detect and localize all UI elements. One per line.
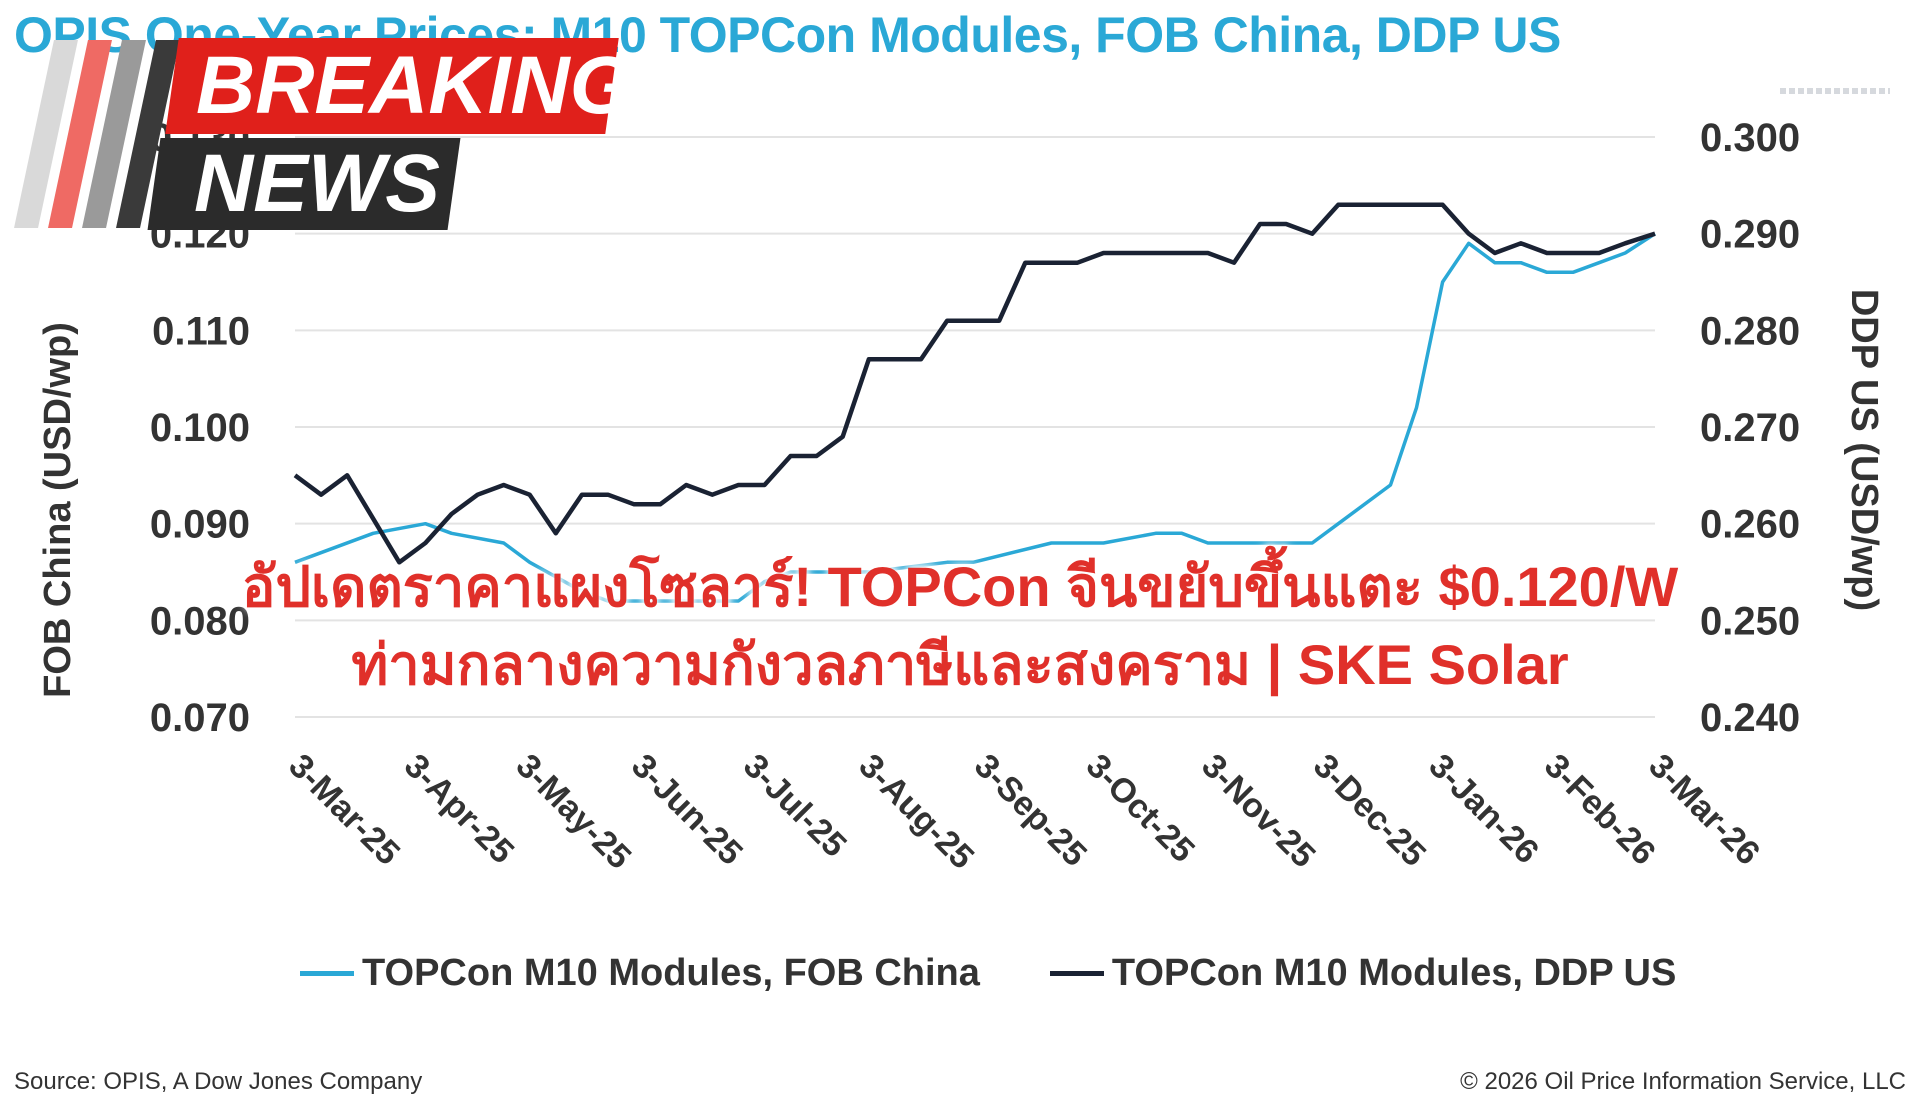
breaking-label: BREAKING bbox=[196, 40, 634, 131]
right-y-axis: 0.240 0.250 0.260 0.270 0.280 0.290 0.300 bbox=[1700, 116, 1800, 740]
right-tick-label: 0.270 bbox=[1700, 406, 1800, 450]
x-tick-label: 3-Apr-25 bbox=[397, 747, 521, 871]
left-axis-title: FOB China (USD/wp) bbox=[37, 322, 79, 698]
series-line-ddp-us bbox=[293, 202, 1656, 565]
x-tick-label: 3-Mar-26 bbox=[1641, 747, 1767, 873]
source-note: Source: OPIS, A Dow Jones Company bbox=[14, 1068, 423, 1095]
x-tick-label: 3-Sep-25 bbox=[967, 747, 1094, 874]
x-tick-label: 3-Aug-25 bbox=[851, 747, 981, 877]
right-tick-label: 0.250 bbox=[1700, 599, 1800, 643]
copyright-note: © 2026 Oil Price Information Service, LL… bbox=[1460, 1068, 1906, 1095]
x-tick-label: 3-Feb-26 bbox=[1537, 747, 1663, 873]
legend: TOPCon M10 Modules, FOB China TOPCon M10… bbox=[300, 952, 1676, 995]
left-tick-label: 0.100 bbox=[150, 406, 250, 450]
x-tick-label: 3-Jan-26 bbox=[1422, 747, 1546, 871]
legend-label-fob-china: TOPCon M10 Modules, FOB China bbox=[362, 952, 980, 994]
legend-item-ddp-us: TOPCon M10 Modules, DDP US bbox=[1049, 952, 1677, 995]
left-tick-label: 0.110 bbox=[152, 309, 250, 353]
news-label: NEWS bbox=[194, 138, 440, 229]
right-tick-label: 0.300 bbox=[1700, 116, 1800, 160]
left-tick-label: 0.090 bbox=[150, 503, 250, 547]
x-tick-label: 3-Mar-25 bbox=[281, 747, 407, 873]
right-tick-label: 0.260 bbox=[1700, 503, 1800, 547]
x-tick-label: 3-Nov-25 bbox=[1194, 747, 1322, 875]
right-tick-label: 0.240 bbox=[1700, 696, 1800, 740]
gridlines bbox=[295, 136, 1655, 718]
right-tick-label: 0.280 bbox=[1700, 309, 1800, 353]
x-tick-label: 3-Jun-25 bbox=[624, 747, 750, 873]
left-tick-label: 0.080 bbox=[150, 599, 250, 643]
x-tick-label: 3-Jul-25 bbox=[736, 747, 854, 865]
headline-line-2: ท่ามกลางความกังวลภาษีและสงคราม | SKE Sol… bbox=[351, 633, 1569, 696]
right-tick-label: 0.290 bbox=[1700, 213, 1800, 257]
left-tick-label: 0.070 bbox=[150, 696, 250, 740]
opis-logo-mark bbox=[1780, 88, 1890, 94]
legend-swatch-fob-china bbox=[300, 971, 354, 976]
legend-item-fob-china: TOPCon M10 Modules, FOB China bbox=[300, 952, 980, 995]
series-lines bbox=[293, 202, 1656, 603]
legend-swatch-ddp-us bbox=[1049, 971, 1104, 976]
x-tick-label: 3-Dec-25 bbox=[1306, 747, 1433, 874]
headline-overlay: อัปเดตราคาแผงโซลาร์! TOPCon จีนขยับขึ้นแ… bbox=[0, 548, 1920, 704]
headline-line-1: อัปเดตราคาแผงโซลาร์! TOPCon จีนขยับขึ้นแ… bbox=[241, 555, 1679, 618]
series-line-fob-china bbox=[294, 232, 1656, 603]
x-axis: 3-Mar-253-Apr-253-May-253-Jun-253-Jul-25… bbox=[281, 747, 1767, 877]
legend-label-ddp-us: TOPCon M10 Modules, DDP US bbox=[1111, 952, 1677, 994]
right-axis-title: DDP US (USD/wp) bbox=[1843, 289, 1885, 611]
x-tick-label: 3-Oct-25 bbox=[1079, 747, 1202, 870]
breaking-news-badge: BREAKING NEWS bbox=[14, 34, 633, 234]
x-tick-label: 3-May-25 bbox=[509, 747, 639, 877]
